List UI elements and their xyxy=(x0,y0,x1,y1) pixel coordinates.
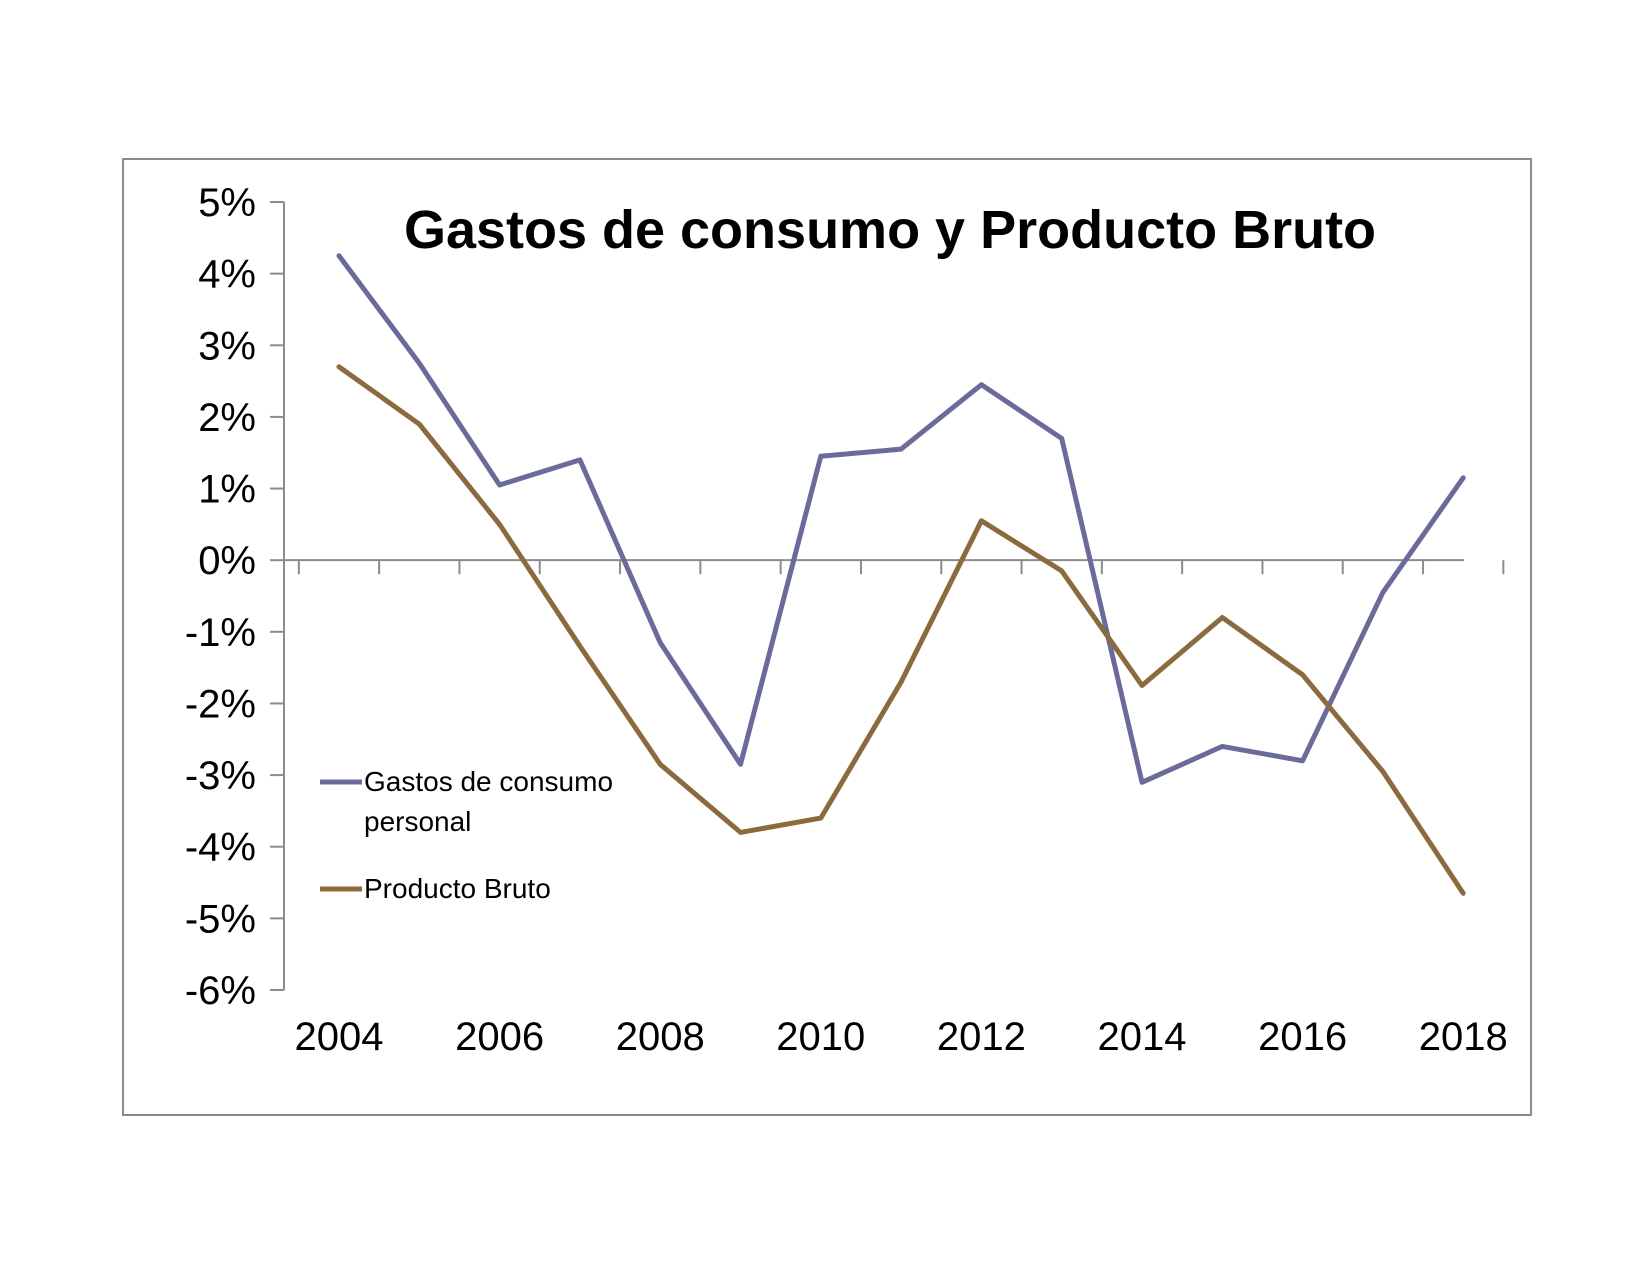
y-tick-label: -1% xyxy=(185,611,256,655)
legend: Gastos de consumo personal Producto Bruto xyxy=(320,766,613,904)
y-tick-label: 5% xyxy=(198,181,256,225)
x-tick-label: 2018 xyxy=(1419,1015,1508,1059)
x-tick-label: 2016 xyxy=(1258,1015,1347,1059)
y-tick-label: 4% xyxy=(198,253,256,297)
x-tick-label: 2006 xyxy=(455,1015,544,1059)
y-tick-label: 1% xyxy=(198,468,256,512)
y-tick-label: -6% xyxy=(185,969,256,1013)
axes xyxy=(283,202,1464,990)
y-tick-label: -3% xyxy=(185,754,256,798)
y-tick-label: -2% xyxy=(185,682,256,726)
x-tick-label: 2012 xyxy=(937,1015,1026,1059)
x-tick-label: 2004 xyxy=(295,1015,384,1059)
series-lines xyxy=(336,253,1466,896)
series-line-producto-bruto xyxy=(336,364,1466,896)
y-tick-label: -5% xyxy=(185,897,256,941)
legend-label: personal xyxy=(364,806,471,837)
legend-label: Gastos de consumo xyxy=(364,766,613,797)
line-chart: 5%4%3%2%1%0%-1%-2%-3%-4%-5%-6% 2004 2006 2… xyxy=(185,181,1508,1059)
chart-frame: 5% 4% 3% 2% 1% 0% -1% -2% -3% -4% -5% -6% 2004 2006 2… xyxy=(122,158,1532,1116)
legend-label: Producto Bruto xyxy=(364,873,551,904)
chart-title: Gastos de consumo y Producto Bruto xyxy=(404,200,1376,260)
series-line-gastos-de-consumo xyxy=(336,253,1466,785)
y-tick-label: 3% xyxy=(198,324,256,368)
y-tick-label: 2% xyxy=(198,396,256,440)
y-tick-label: -4% xyxy=(185,826,256,870)
x-tick-label: 2008 xyxy=(616,1015,705,1059)
x-tick-label: 2010 xyxy=(776,1015,865,1059)
y-axis-ticks: 5% 4% 3% 2% 1% 0% -1% -2% -3% -4% -5% -6% xyxy=(185,181,284,1013)
x-tick-label: 2014 xyxy=(1098,1015,1187,1059)
y-tick-label: 0% xyxy=(198,539,256,583)
x-axis-ticks: 2004 2006 2008 2010 2012 2014 2016 2018 xyxy=(295,560,1508,1059)
